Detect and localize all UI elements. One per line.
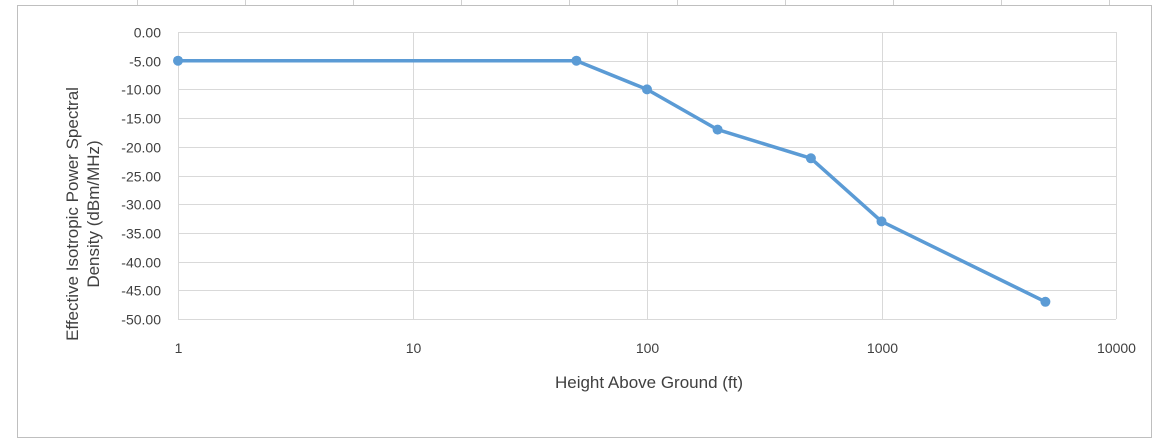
data-point (1040, 296, 1051, 307)
data-point (876, 216, 887, 227)
y-tick-label: -50.00 (121, 312, 161, 328)
y-tick-label: -15.00 (121, 111, 161, 127)
y-tick-labels: 0.00 -5.00 -10.00 -15.00 -20.00 -25.00 -30.00 -… (121, 25, 161, 328)
y-tick-label: -20.00 (121, 140, 161, 156)
series (173, 55, 1051, 307)
y-tick-label: -25.00 (121, 169, 161, 185)
vertical-gridlines (178, 32, 1117, 319)
y-axis-title-line-2: Density (dBm/MHz) (84, 140, 103, 287)
data-point (805, 153, 816, 164)
x-axis-title: Height Above Ground (ft) (555, 373, 743, 392)
x-tick-labels: 1 10 100 1000 10000 (175, 340, 1137, 356)
data-point (642, 84, 652, 95)
y-axis-title-line-1: Effective Isotropic Power Spectral (63, 87, 82, 341)
y-tick-label: -30.00 (121, 197, 161, 213)
chart-border (17, 5, 1152, 438)
x-tick-label: 10 (406, 340, 422, 356)
y-tick-label: -35.00 (121, 226, 161, 242)
y-tick-label: -5.00 (129, 54, 161, 70)
y-tick-label: -40.00 (121, 255, 161, 271)
y-axis-title: Effective Isotropic Power Spectral Densi… (63, 87, 103, 341)
y-tick-label: 0.00 (134, 25, 161, 41)
data-point (173, 55, 183, 66)
x-tick-label: 10000 (1097, 340, 1136, 356)
y-tick-label: -10.00 (121, 82, 161, 98)
y-tick-label: -45.00 (121, 283, 161, 299)
data-point (571, 55, 582, 66)
x-tick-label: 1000 (867, 340, 898, 356)
x-tick-label: 100 (636, 340, 660, 356)
data-point (712, 124, 723, 135)
x-tick-label: 1 (175, 340, 183, 356)
spreadsheet-cell-lines (137, 0, 1110, 5)
